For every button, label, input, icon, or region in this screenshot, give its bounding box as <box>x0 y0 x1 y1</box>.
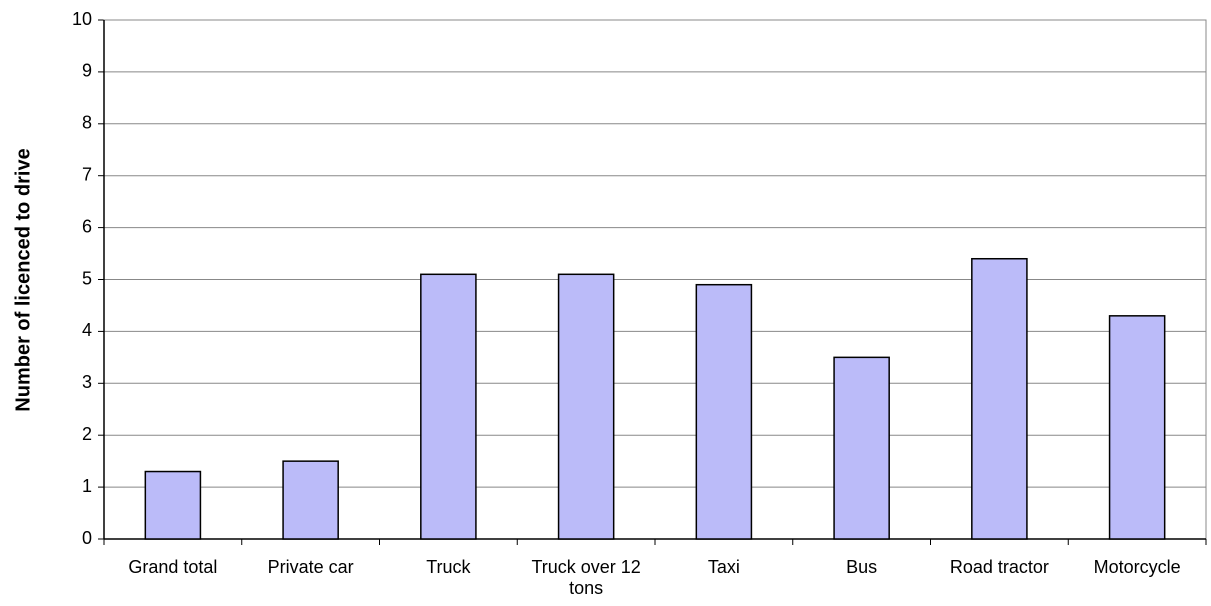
x-tick-label: Grand total <box>128 557 218 577</box>
bar <box>557 273 615 540</box>
x-tick-label: Road tractor <box>949 557 1049 577</box>
y-tick-label: 8 <box>82 113 92 133</box>
bar <box>282 460 339 540</box>
y-tick-label: 6 <box>82 216 92 236</box>
bar <box>833 356 890 540</box>
bar <box>420 273 477 540</box>
x-tick-label: Private car <box>267 557 354 577</box>
y-tick-label: 1 <box>82 476 92 496</box>
y-axis-title: Number of licenced to drive <box>12 148 34 411</box>
y-tick-label: 10 <box>72 9 92 29</box>
x-tick-label: Taxi <box>707 557 740 577</box>
y-tick-label: 3 <box>82 372 92 392</box>
y-tick-label: 9 <box>82 61 92 81</box>
y-tick-label: 5 <box>82 268 92 288</box>
bar <box>971 257 1028 540</box>
bar <box>695 283 753 540</box>
x-tick-label: Truck <box>426 557 471 577</box>
bar <box>144 470 202 540</box>
y-tick-label: 2 <box>82 424 92 444</box>
y-tick-label: 4 <box>82 320 92 340</box>
y-tick-label: 0 <box>82 528 92 548</box>
x-tick-label: Truck over 12 tons <box>531 557 641 598</box>
y-tick-label: 7 <box>82 164 92 184</box>
x-tick-label: Motorcycle <box>1093 557 1181 577</box>
bar <box>1108 315 1166 540</box>
x-tick-label: Bus <box>846 557 878 577</box>
